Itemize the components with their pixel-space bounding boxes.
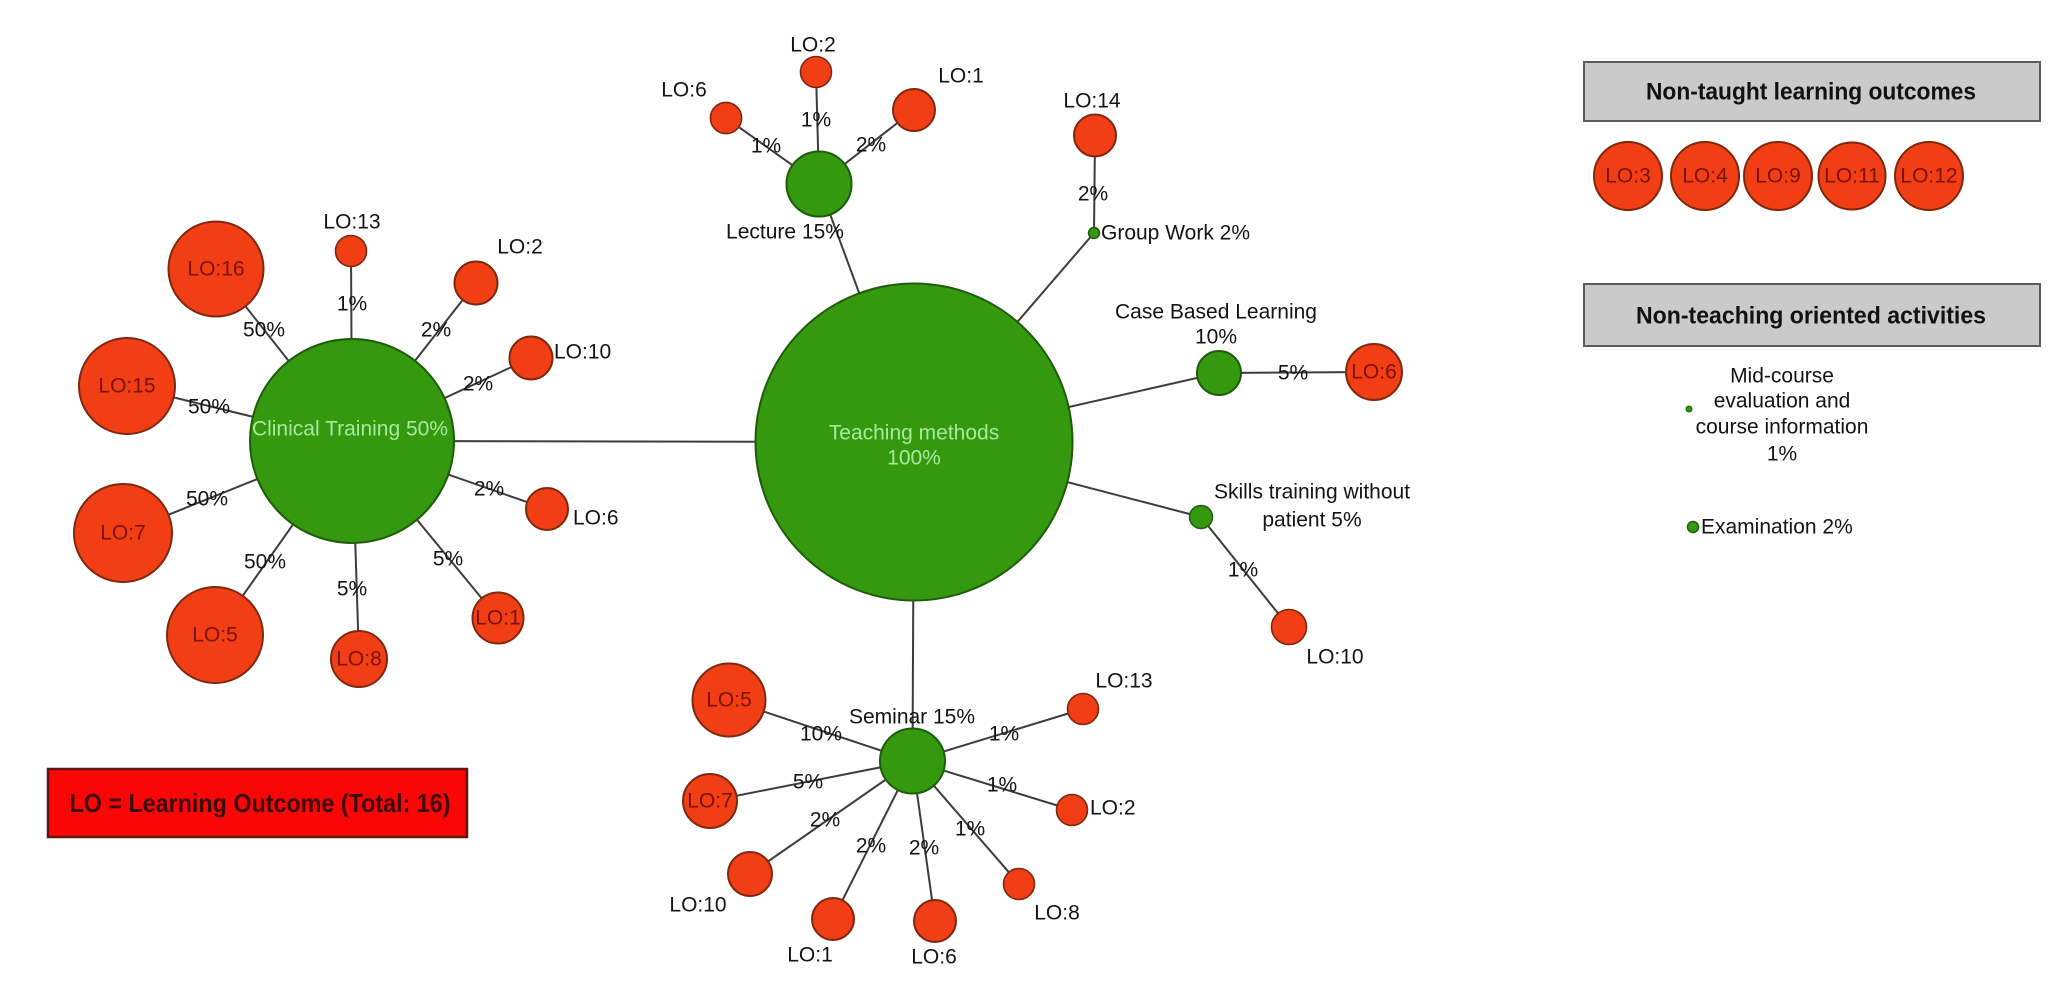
svg-text:1%: 1% <box>989 723 1019 746</box>
svg-text:Non-teaching oriented activiti: Non-teaching oriented activities <box>1636 303 1986 330</box>
svg-text:1%: 1% <box>1767 443 1797 466</box>
svg-text:LO:5: LO:5 <box>706 689 752 712</box>
svg-text:LO:13: LO:13 <box>1095 670 1152 693</box>
svg-text:10%: 10% <box>1195 326 1237 349</box>
svg-text:LO:12: LO:12 <box>1900 165 1957 188</box>
svg-text:LO:3: LO:3 <box>1605 165 1651 188</box>
svg-text:patient 5%: patient 5% <box>1262 509 1361 532</box>
svg-text:5%: 5% <box>337 578 367 601</box>
svg-text:LO:1: LO:1 <box>787 944 833 967</box>
svg-text:5%: 5% <box>1278 362 1308 385</box>
svg-text:LO:4: LO:4 <box>1682 165 1728 188</box>
svg-text:LO:10: LO:10 <box>554 341 611 364</box>
svg-text:5%: 5% <box>793 771 823 794</box>
svg-text:2%: 2% <box>810 809 840 832</box>
svg-text:Mid-course: Mid-course <box>1730 365 1834 388</box>
svg-text:1%: 1% <box>801 109 831 132</box>
svg-text:LO:10: LO:10 <box>1306 646 1363 669</box>
svg-text:LO:6: LO:6 <box>573 507 619 530</box>
svg-text:LO:1: LO:1 <box>475 607 521 630</box>
svg-text:evaluation and: evaluation and <box>1714 390 1851 413</box>
svg-text:2%: 2% <box>421 319 451 342</box>
svg-text:LO:5: LO:5 <box>192 624 238 647</box>
svg-text:50%: 50% <box>188 396 230 419</box>
svg-text:Examination 2%: Examination 2% <box>1701 516 1853 539</box>
svg-text:1%: 1% <box>955 818 985 841</box>
svg-text:50%: 50% <box>243 319 285 342</box>
svg-text:LO:1: LO:1 <box>938 65 984 88</box>
svg-text:LO:8: LO:8 <box>336 648 382 671</box>
svg-text:2%: 2% <box>909 837 939 860</box>
svg-text:10%: 10% <box>800 723 842 746</box>
svg-text:course information: course information <box>1696 416 1869 439</box>
svg-text:2%: 2% <box>474 478 504 501</box>
svg-text:LO = Learning Outcome (Total:: LO = Learning Outcome (Total: 16) <box>70 788 451 818</box>
svg-text:100%: 100% <box>887 447 941 470</box>
svg-text:2%: 2% <box>463 373 493 396</box>
svg-text:LO:9: LO:9 <box>1755 165 1801 188</box>
svg-text:LO:10: LO:10 <box>669 894 726 917</box>
svg-text:2%: 2% <box>856 835 886 858</box>
svg-text:Non-taught learning outcomes: Non-taught learning outcomes <box>1646 79 1976 106</box>
svg-text:LO:7: LO:7 <box>100 522 146 545</box>
svg-text:Seminar 15%: Seminar 15% <box>849 706 975 729</box>
svg-text:LO:6: LO:6 <box>911 946 957 969</box>
svg-text:Lecture 15%: Lecture 15% <box>726 221 844 244</box>
svg-text:Case Based Learning: Case Based Learning <box>1115 301 1317 324</box>
svg-text:LO:6: LO:6 <box>1351 361 1397 384</box>
svg-text:LO:2: LO:2 <box>790 34 836 57</box>
svg-text:Clinical Training 50%: Clinical Training 50% <box>252 418 448 441</box>
svg-text:LO:8: LO:8 <box>1034 902 1080 925</box>
svg-text:2%: 2% <box>856 134 886 157</box>
svg-text:1%: 1% <box>337 293 367 316</box>
svg-text:1%: 1% <box>1228 559 1258 582</box>
svg-text:LO:7: LO:7 <box>687 790 733 813</box>
svg-text:LO:6: LO:6 <box>661 79 707 102</box>
svg-text:5%: 5% <box>433 548 463 571</box>
svg-text:LO:14: LO:14 <box>1063 90 1121 113</box>
svg-text:2%: 2% <box>1078 183 1108 206</box>
svg-text:LO:11: LO:11 <box>1824 165 1880 188</box>
svg-text:LO:2: LO:2 <box>1090 797 1136 820</box>
svg-text:LO:13: LO:13 <box>323 211 380 234</box>
svg-text:50%: 50% <box>244 551 286 574</box>
svg-text:50%: 50% <box>186 488 228 511</box>
svg-text:LO:15: LO:15 <box>98 375 155 398</box>
svg-text:LO:2: LO:2 <box>497 236 543 259</box>
svg-text:1%: 1% <box>987 774 1017 797</box>
svg-text:Teaching methods: Teaching methods <box>829 422 999 445</box>
svg-text:Group Work 2%: Group Work 2% <box>1101 222 1250 245</box>
svg-text:Skills training without: Skills training without <box>1214 481 1410 504</box>
svg-text:LO:16: LO:16 <box>187 258 244 281</box>
svg-text:1%: 1% <box>751 135 781 158</box>
